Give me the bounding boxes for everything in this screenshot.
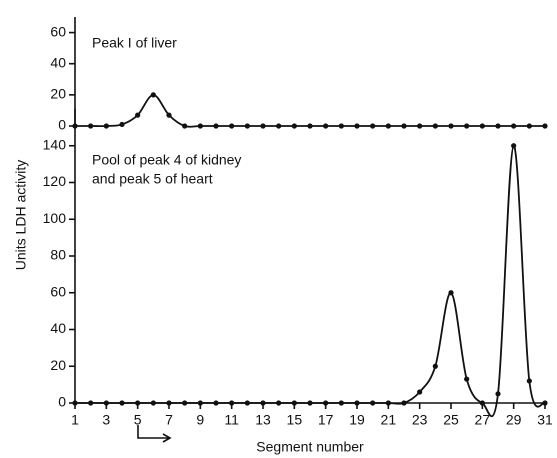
data-point	[338, 123, 344, 129]
x-tick-label: 21	[381, 412, 397, 428]
y-tick-label: 80	[50, 247, 66, 263]
x-tick-label: 29	[506, 412, 522, 428]
data-point	[464, 376, 470, 382]
data-point	[291, 400, 297, 406]
data-point	[323, 400, 329, 406]
data-point	[417, 123, 423, 129]
y-tick-label: 20	[50, 357, 66, 373]
x-tick-label: 7	[165, 412, 173, 428]
y-tick-label: 120	[43, 173, 67, 189]
data-point	[511, 143, 517, 149]
y-tick-label: 40	[50, 54, 66, 70]
y-tick-label: 60	[50, 23, 66, 39]
y-tick-label: 100	[43, 210, 67, 226]
data-point	[432, 123, 438, 129]
x-tick-label: 3	[102, 412, 110, 428]
x-tick-label: 23	[412, 412, 428, 428]
x-tick-label: 9	[196, 412, 204, 428]
x-tick-label: 1	[71, 412, 79, 428]
x-tick-label: 25	[443, 412, 459, 428]
data-line	[75, 93, 545, 128]
data-point	[323, 123, 329, 129]
direction-arrow	[137, 425, 172, 443]
annotation: and peak 5 of heart	[92, 171, 213, 187]
data-point	[495, 391, 501, 397]
y-tick-label: 140	[43, 136, 67, 152]
data-point	[307, 123, 313, 129]
data-point	[88, 400, 94, 406]
x-axis-label: Segment number	[256, 439, 364, 455]
data-point	[338, 400, 344, 406]
data-point	[260, 400, 266, 406]
x-tick-label: 5	[134, 412, 142, 428]
data-point	[88, 123, 94, 129]
data-point	[448, 123, 454, 129]
data-point	[401, 123, 407, 129]
data-point	[354, 123, 360, 129]
y-tick-label: 60	[50, 283, 66, 299]
data-point	[213, 400, 219, 406]
data-point	[370, 123, 376, 129]
data-point	[182, 123, 188, 129]
x-tick-label: 13	[255, 412, 271, 428]
data-point	[119, 121, 125, 128]
data-point	[448, 290, 454, 296]
y-tick-label: 20	[50, 86, 66, 102]
data-point	[307, 400, 313, 406]
data-point	[166, 400, 172, 406]
data-point	[479, 123, 485, 129]
data-point	[72, 400, 78, 406]
data-point	[244, 123, 250, 129]
data-point	[150, 92, 156, 98]
data-point	[511, 123, 517, 129]
data-point	[526, 378, 532, 384]
data-point	[432, 363, 438, 369]
data-point	[495, 123, 501, 129]
annotation: Peak I of liver	[92, 35, 177, 51]
data-point	[103, 400, 109, 406]
data-point	[119, 400, 125, 406]
x-tick-label: 27	[475, 412, 491, 428]
data-point	[182, 400, 188, 406]
y-tick-label: 0	[58, 117, 66, 133]
annotation: Pool of peak 4 of kidney	[92, 152, 241, 168]
data-point	[464, 123, 470, 129]
data-point	[526, 123, 532, 129]
data-point	[542, 400, 548, 406]
data-point	[479, 400, 485, 406]
y-tick-label: 0	[58, 394, 66, 410]
data-point	[276, 123, 282, 129]
data-point	[229, 123, 235, 129]
data-point	[197, 400, 203, 406]
x-tick-label: 19	[349, 412, 365, 428]
data-point	[542, 123, 548, 129]
data-point	[229, 400, 235, 406]
x-tick-label: 31	[537, 412, 553, 428]
data-point	[385, 400, 391, 406]
data-point	[370, 400, 376, 406]
y-tick-label: 40	[50, 320, 66, 336]
x-tick-label: 15	[287, 412, 303, 428]
data-point	[103, 123, 109, 129]
data-point	[197, 123, 203, 129]
data-point	[401, 400, 407, 406]
x-tick-label: 11	[224, 412, 239, 428]
data-point	[135, 112, 141, 118]
data-point	[260, 123, 266, 129]
data-point	[417, 389, 423, 395]
y-axis-label: Units LDH activity	[13, 160, 29, 270]
data-point	[166, 112, 172, 118]
data-point	[213, 123, 219, 129]
data-point	[244, 400, 250, 406]
data-point	[276, 400, 282, 406]
data-point	[150, 400, 156, 406]
data-point	[354, 400, 360, 406]
data-point	[291, 123, 297, 129]
data-point	[385, 123, 391, 129]
data-point	[135, 400, 141, 406]
x-tick-label: 17	[318, 412, 334, 428]
